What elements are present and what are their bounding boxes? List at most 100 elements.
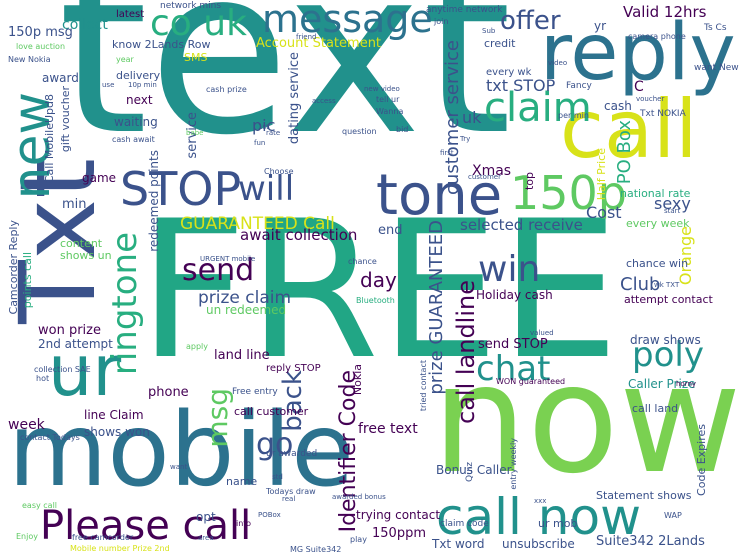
word-latest: latest xyxy=(116,9,145,20)
word-pobox: POBox xyxy=(258,511,281,519)
word-send: send xyxy=(182,253,255,288)
word-redeemed-points: redeemed points xyxy=(147,150,161,252)
word-points-call: points call xyxy=(21,252,34,309)
word-urgent-mobile: URGENT mobile xyxy=(200,255,256,263)
word-sexy: sexy xyxy=(654,194,691,213)
word-free: FREE xyxy=(138,180,620,401)
word-call-now: call now xyxy=(436,488,641,546)
word-free-entry: Free entry xyxy=(232,387,278,397)
word-valid-12hrs: Valid 12hrs xyxy=(623,3,707,21)
word-horny: horny xyxy=(676,380,697,388)
word-xxx: xxx xyxy=(534,497,547,505)
word-enjoy: Enjoy xyxy=(16,532,38,541)
word-per-min: per min xyxy=(558,111,589,120)
word-caller-prize: Caller Prize xyxy=(628,377,696,391)
word-game: game xyxy=(82,171,117,185)
word-code-expires: Code Expires xyxy=(695,424,708,496)
word-suite342-2lands: Suite342 2Lands xyxy=(596,534,705,549)
word-txt-word: Txt word xyxy=(432,537,485,551)
word-msg: msg xyxy=(201,388,234,448)
word-10p-min: 10p min xyxy=(128,81,157,89)
word-awarded-bonus: awarded bonus xyxy=(332,493,386,501)
word-account-statement: Account Statement xyxy=(256,36,382,51)
word-shows-won: shows won xyxy=(84,425,150,439)
word-sub: Sub xyxy=(482,27,496,35)
word-network-mins: network mins xyxy=(160,1,222,11)
word-quiz: Quiz xyxy=(465,462,475,483)
word-half-price: Half Price xyxy=(595,148,608,201)
word-orange: Orange xyxy=(676,226,695,286)
word-win: win xyxy=(478,249,541,290)
word-statement-shows: Statement shows xyxy=(596,489,692,502)
word-voucher: voucher xyxy=(636,95,665,103)
word-week: week xyxy=(8,417,45,433)
word-opt: opt xyxy=(196,510,216,524)
word-shows-un: shows un xyxy=(60,249,112,262)
word-call-large: call xyxy=(560,83,698,176)
word-text: text xyxy=(58,0,512,186)
word-access: access xyxy=(312,97,336,105)
word-xmas: Xmas xyxy=(472,163,512,179)
word-real: real xyxy=(282,495,296,503)
word-easy-call: easy call xyxy=(22,501,58,510)
word-mobile-number-prize-2nd: Mobile number Prize 2nd xyxy=(70,544,170,553)
word-ts-cs: Ts Cs xyxy=(704,23,727,33)
word-rate: rate xyxy=(266,129,281,137)
word-national-rate: national rate xyxy=(620,187,691,200)
word-ur-awarded: ur awarded xyxy=(266,449,318,459)
word-2nd-attempt: 2nd attempt xyxy=(38,337,113,351)
word-nokia: Nokia xyxy=(351,364,364,396)
word-area: area xyxy=(198,534,214,542)
word-info: info xyxy=(236,519,252,528)
word-play: play xyxy=(350,535,367,544)
word-club: Club xyxy=(620,274,661,295)
word-fun: fun xyxy=(254,139,266,147)
word-sms: SMS xyxy=(184,51,208,64)
word-tried-contact: tried contact xyxy=(419,360,428,412)
word-customer-service: customer service xyxy=(442,40,463,195)
word-150p-msg: 150p msg xyxy=(8,25,73,40)
word-please-call: Please call xyxy=(40,503,252,549)
word-offer: offer xyxy=(500,6,561,36)
word-call-landline: call landline xyxy=(452,280,480,424)
word-std: std xyxy=(272,473,283,481)
word-free-camcorder: free camcorder xyxy=(72,533,134,542)
word-back: back xyxy=(278,370,308,432)
word-ringtone: ringtone xyxy=(105,232,145,376)
word-150ppm: 150ppm xyxy=(372,526,426,541)
word-every-week: every week xyxy=(626,217,690,230)
word-reply-stop: reply STOP xyxy=(266,363,321,374)
word-video: video xyxy=(548,59,568,67)
word-camera-phone: camera phone xyxy=(628,32,686,41)
word-collection-sae: collection SAE xyxy=(34,365,91,374)
word-want: want xyxy=(170,463,188,471)
word-customer: customer xyxy=(468,173,501,181)
word-dating-service: dating service xyxy=(287,52,302,145)
word-call-mobileupd8: Call MobileUpd8 xyxy=(43,94,56,184)
word-top: top xyxy=(523,172,536,191)
word-land-line: land line xyxy=(214,348,270,363)
word-year: year xyxy=(116,55,134,64)
word-claim-code: claim code xyxy=(440,519,489,529)
word-anytime-network: anytime network xyxy=(426,5,503,15)
word-first: first xyxy=(440,149,454,157)
word-stop: STOP xyxy=(120,162,242,216)
word-c: C xyxy=(634,79,644,95)
word-send-stop: send STOP xyxy=(478,337,548,352)
word-will: will xyxy=(238,169,295,209)
word-await-collection: await collection xyxy=(240,226,358,244)
word-uk: uk xyxy=(462,108,482,127)
word-tone: tone xyxy=(376,163,503,228)
word-po-box: PO Box xyxy=(614,120,635,185)
word-trying-contact: trying contact xyxy=(356,508,441,522)
word-chance-win: chance win xyxy=(626,257,689,270)
word-won-guaranteed: WON guaranteed xyxy=(496,377,566,386)
word-chat: chat xyxy=(476,349,551,389)
word-won-prize: won prize xyxy=(38,323,101,338)
word-min: min xyxy=(62,197,87,212)
word-next: next xyxy=(126,93,153,107)
word-know-2lands-row: know 2Lands Row xyxy=(112,38,211,51)
word-wanna: Wanna xyxy=(376,107,404,116)
word-attempt-contact: attempt contact xyxy=(624,293,713,306)
word-waiting: waiting xyxy=(114,115,158,129)
